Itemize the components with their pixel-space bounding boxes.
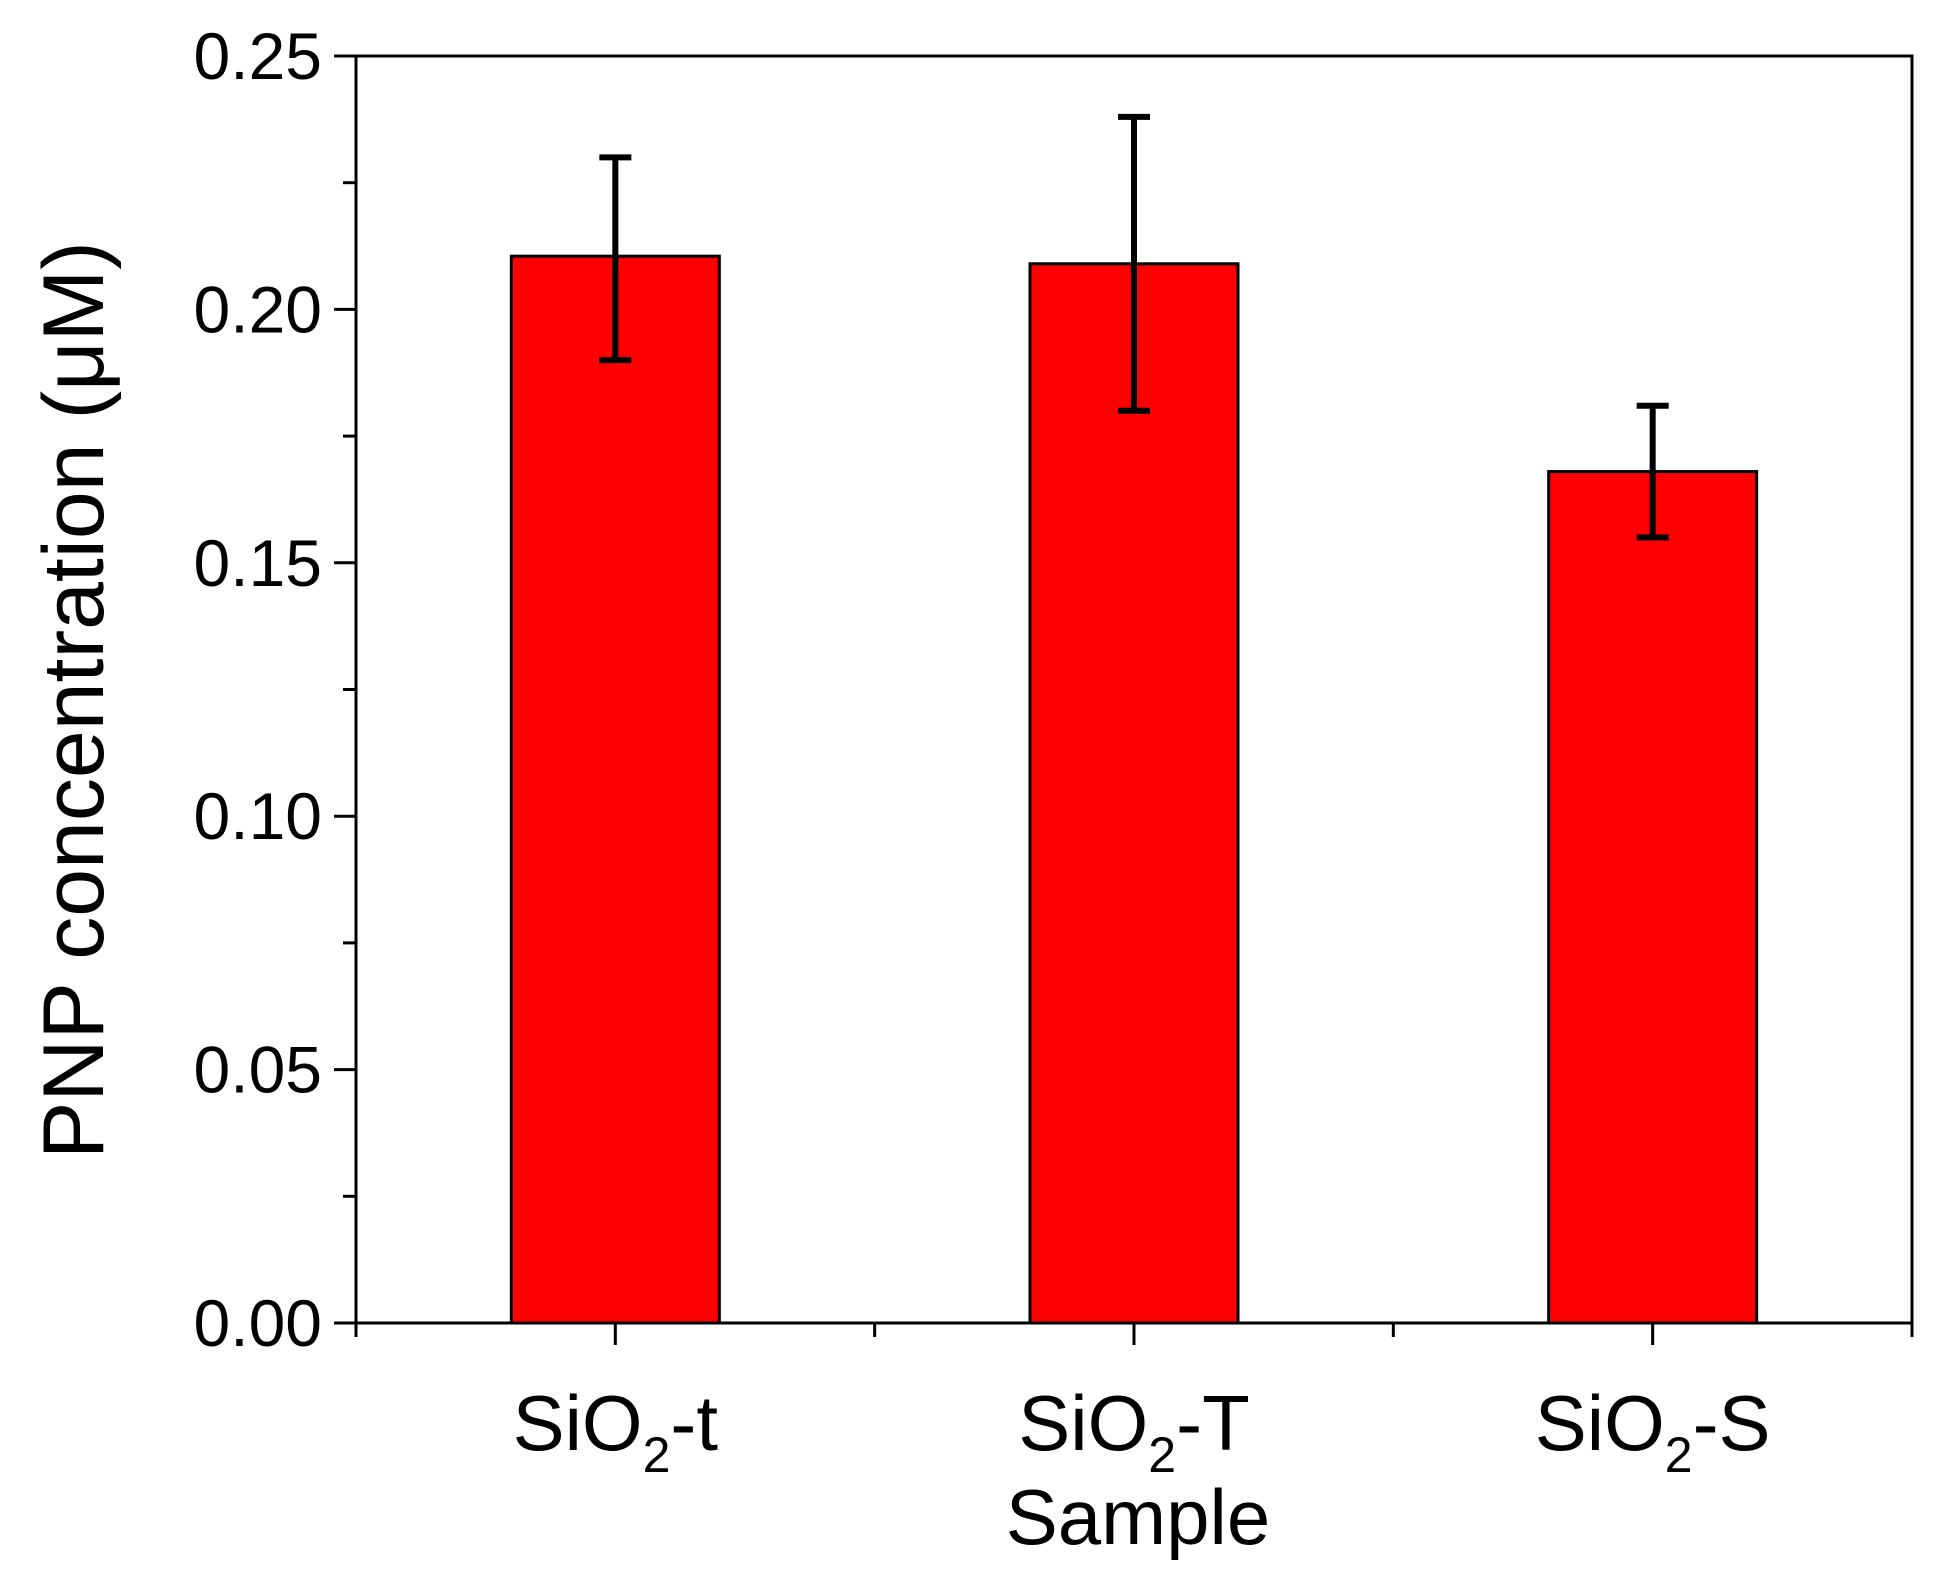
y-tick-label-2: 0.10 [194,779,322,853]
x-tick-label-1: SiO2-T [1018,1379,1249,1483]
y-tick-label-1: 0.05 [194,1033,322,1107]
error-bars-layer [599,113,1669,541]
bars-layer [509,254,1759,1325]
axes-layer [334,54,1914,1345]
labels-layer: SiO2-t SiO2-T SiO2-S 0.00 0.05 0.10 0.15 0.20 0.… [194,19,1771,1483]
bar-1 [1028,262,1240,1325]
y-tick-label-3: 0.15 [194,526,322,600]
bar-0 [509,254,721,1325]
x-tick-label-0: SiO2-t [513,1379,719,1483]
y-tick-label-5: 0.25 [194,19,322,93]
y-tick-label-0: 0.00 [194,1286,322,1360]
x-tick-label-2: SiO2-S [1535,1379,1771,1483]
y-tick-label-4: 0.20 [194,272,322,346]
x-axis-title: Sample [1006,1473,1270,1561]
y-axis-title: PNP concentration (μM) [26,241,122,1159]
bar-2 [1547,470,1759,1325]
